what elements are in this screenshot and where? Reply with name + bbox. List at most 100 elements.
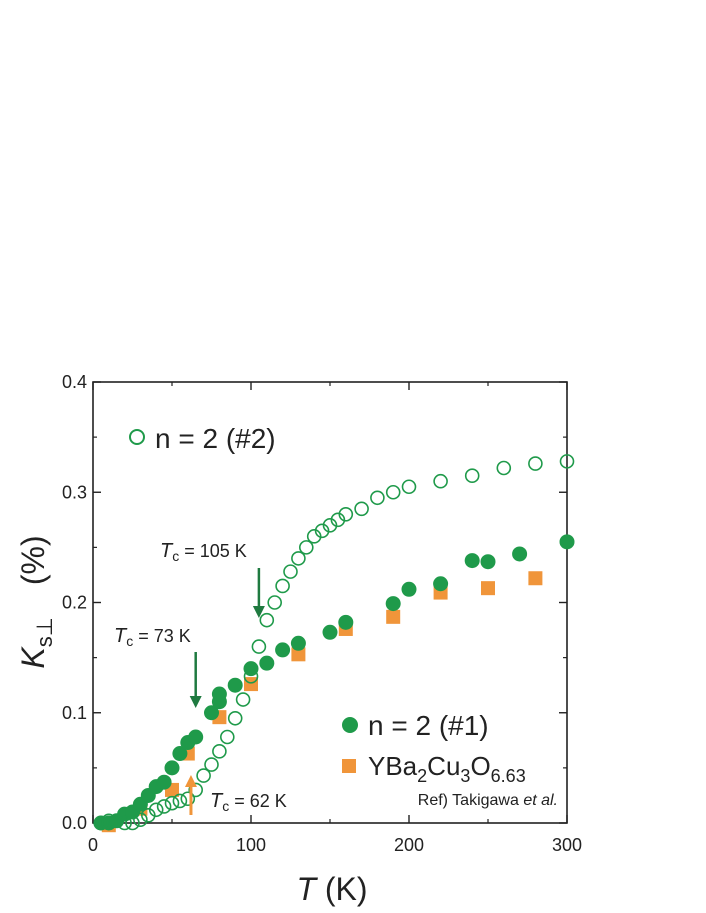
y-tick-label: 0.4 (62, 372, 87, 392)
data-point-open-circle (370, 490, 385, 506)
data-point-filled-circle (188, 729, 204, 745)
y-tick-label: 0.3 (62, 482, 87, 502)
data-point-filled-circle (559, 534, 575, 550)
data-point-open-circle (496, 460, 512, 476)
data-point-open-circle (227, 710, 243, 726)
x-axis-ticks: 0 100 200 300 (88, 382, 582, 855)
data-point-square (291, 647, 306, 662)
data-point-open-circle (306, 529, 322, 544)
arrow-head-down (252, 606, 265, 618)
data-point-open-circle (164, 795, 180, 811)
data-point-filled-circle (172, 746, 188, 762)
annotation-label: Tc = 62 K (210, 790, 287, 814)
y-tick-label: 0.2 (62, 593, 87, 613)
data-point-open-circle (401, 479, 417, 495)
legend-filled-circle: n = 2 (#1) (342, 710, 489, 741)
data-point-open-circle (188, 782, 203, 798)
data-point-open-circle (212, 744, 227, 759)
data-point-open-circle (101, 813, 117, 829)
data-point-open-circle (251, 639, 267, 654)
legend-square: YBa2Cu3O6.63 (342, 751, 526, 786)
annotation-tc73: Tc = 73 K (114, 625, 202, 708)
data-point-open-circle (196, 768, 211, 783)
data-point-open-circle (148, 802, 164, 818)
data-point-square (528, 571, 543, 586)
y-tick-label: 0.0 (62, 813, 87, 833)
data-point-filled-circle (156, 774, 172, 790)
data-point-open-circle (235, 692, 251, 707)
data-point-filled-circle (385, 596, 401, 612)
data-point-filled-circle (259, 655, 275, 671)
data-point-open-circle (338, 506, 354, 522)
x-tick-label: 100 (236, 835, 266, 855)
data-point-open-circle (322, 518, 338, 533)
data-point-filled-circle (227, 677, 243, 693)
data-point-open-circle (559, 454, 575, 469)
data-point-filled-circle (480, 554, 496, 570)
data-point-open-circle (330, 512, 346, 528)
y-tick-label: 0.1 (62, 703, 87, 723)
data-point-open-circle (133, 812, 148, 827)
x-tick-label: 0 (88, 835, 98, 855)
annotation-tc105: Tc = 105 K (160, 540, 265, 618)
data-point-filled-circle (204, 705, 219, 721)
data-point-open-circle (267, 595, 283, 610)
data-point-open-circle (93, 815, 109, 831)
data-point-open-circle (314, 523, 330, 539)
data-point-open-circle (291, 551, 306, 566)
data-point-filled-circle (211, 686, 227, 702)
arrow-head-down (189, 696, 202, 708)
y-axis-label: Ks⊥(%) (15, 535, 57, 668)
data-point-filled-circle (512, 546, 528, 562)
data-point-open-circle (156, 799, 172, 814)
data-point-open-circle (283, 564, 298, 579)
data-point-open-circle (220, 729, 235, 745)
data-point-open-circle (172, 793, 188, 809)
data-point-open-circle (298, 540, 314, 555)
arrow-head-up (184, 775, 197, 787)
data-point-filled-circle (401, 581, 417, 597)
data-point-square (481, 581, 495, 596)
data-point-open-circle (354, 501, 369, 517)
data-point-filled-circle (322, 624, 338, 640)
data-point-filled-circle (290, 635, 306, 651)
x-tick-label: 300 (552, 835, 582, 855)
legend-open-label: n = 2 (#2) (155, 423, 276, 454)
annotation-label: Tc = 73 K (114, 625, 191, 649)
data-point-open-circle (204, 757, 219, 772)
data-point-filled-circle (338, 614, 354, 630)
data-point-filled-circle (275, 642, 291, 658)
data-point-open-circle (117, 815, 132, 831)
reference-note: Ref) Takigawa et al. (418, 792, 558, 809)
data-point-open-circle (243, 669, 259, 684)
data-point-open-circle (125, 815, 140, 831)
legend-filled-label: n = 2 (#1) (368, 710, 489, 741)
annotation-tc62: Tc = 62 K (184, 775, 287, 815)
series-layer (93, 454, 575, 833)
data-point-open-circle (275, 578, 290, 594)
data-point-filled-circle (164, 760, 180, 776)
legend-square-marker (342, 759, 356, 773)
data-point-filled-circle (433, 576, 449, 592)
data-point-open-circle (464, 468, 480, 484)
data-point-open-circle (180, 791, 196, 807)
legend-filled-marker (342, 717, 358, 733)
annotation-label: Tc = 105 K (160, 540, 247, 564)
data-point-open-circle (141, 807, 156, 823)
legend-open-marker (129, 429, 145, 445)
data-point-square (386, 609, 401, 624)
legend-square-label: YBa2Cu3O6.63 (368, 751, 526, 786)
x-axis-label: T (K) (296, 871, 367, 907)
data-point-open-circle (528, 456, 543, 471)
legend-open-circle: n = 2 (#2) (129, 423, 276, 454)
x-tick-label: 200 (394, 835, 424, 855)
data-point-open-circle (433, 473, 448, 489)
data-point-square (244, 677, 258, 692)
data-point-filled-circle (464, 553, 480, 569)
data-point-open-circle (385, 484, 401, 500)
y-axis-ticks: 0.0 0.1 0.2 0.3 0.4 (62, 372, 567, 833)
data-point-filled-circle (243, 661, 259, 677)
data-point-open-circle (259, 612, 275, 628)
annotations: Tc = 105 K Tc = 73 K Tc = 62 K (114, 540, 287, 815)
